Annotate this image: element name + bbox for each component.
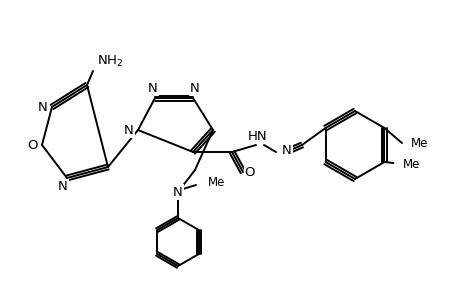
Text: O: O [244,166,255,178]
Text: NH$_2$: NH$_2$ [97,53,123,69]
Text: Me: Me [207,176,225,190]
Text: N: N [148,82,157,94]
Text: Me: Me [410,136,427,149]
Text: N: N [38,100,48,113]
Text: Me: Me [402,158,419,170]
Text: N: N [190,82,200,94]
Text: HN: HN [248,130,267,142]
Text: N: N [281,143,291,157]
Text: O: O [28,139,38,152]
Text: N: N [58,181,68,194]
Text: N: N [173,185,183,199]
Text: N: N [124,124,134,136]
